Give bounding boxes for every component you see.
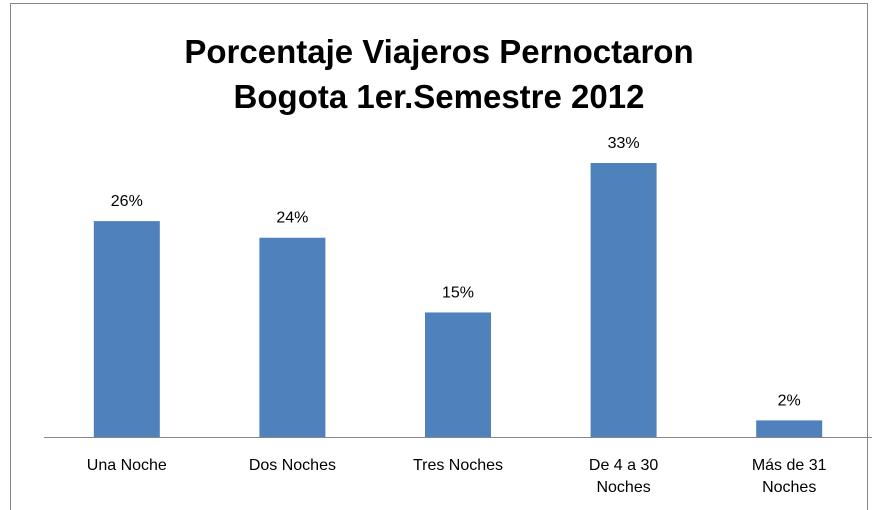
- bar: [259, 237, 326, 437]
- chart-title: Porcentaje Viajeros Pernoctaron: [184, 33, 694, 70]
- bar: [93, 221, 160, 437]
- x-tick-label: De 4 a 30 Noches: [588, 457, 659, 496]
- value-label: 24%: [276, 210, 308, 227]
- value-label: 15%: [442, 284, 474, 301]
- x-tick-label: Más de 31 Noches: [751, 457, 827, 496]
- chart-title: Bogota 1er.Semestre 2012: [233, 78, 645, 115]
- value-label: 26%: [111, 193, 143, 210]
- bar: [425, 312, 491, 437]
- x-tick-label: Dos Noches: [248, 457, 336, 474]
- value-label: 2%: [778, 392, 801, 409]
- chart-border: [10, 3, 868, 510]
- bar: [756, 420, 823, 437]
- bar: [590, 163, 657, 437]
- x-tick-label: Una Noche: [86, 457, 167, 474]
- x-tick-label: Tres Noches: [412, 457, 504, 474]
- value-label: 33%: [608, 135, 640, 152]
